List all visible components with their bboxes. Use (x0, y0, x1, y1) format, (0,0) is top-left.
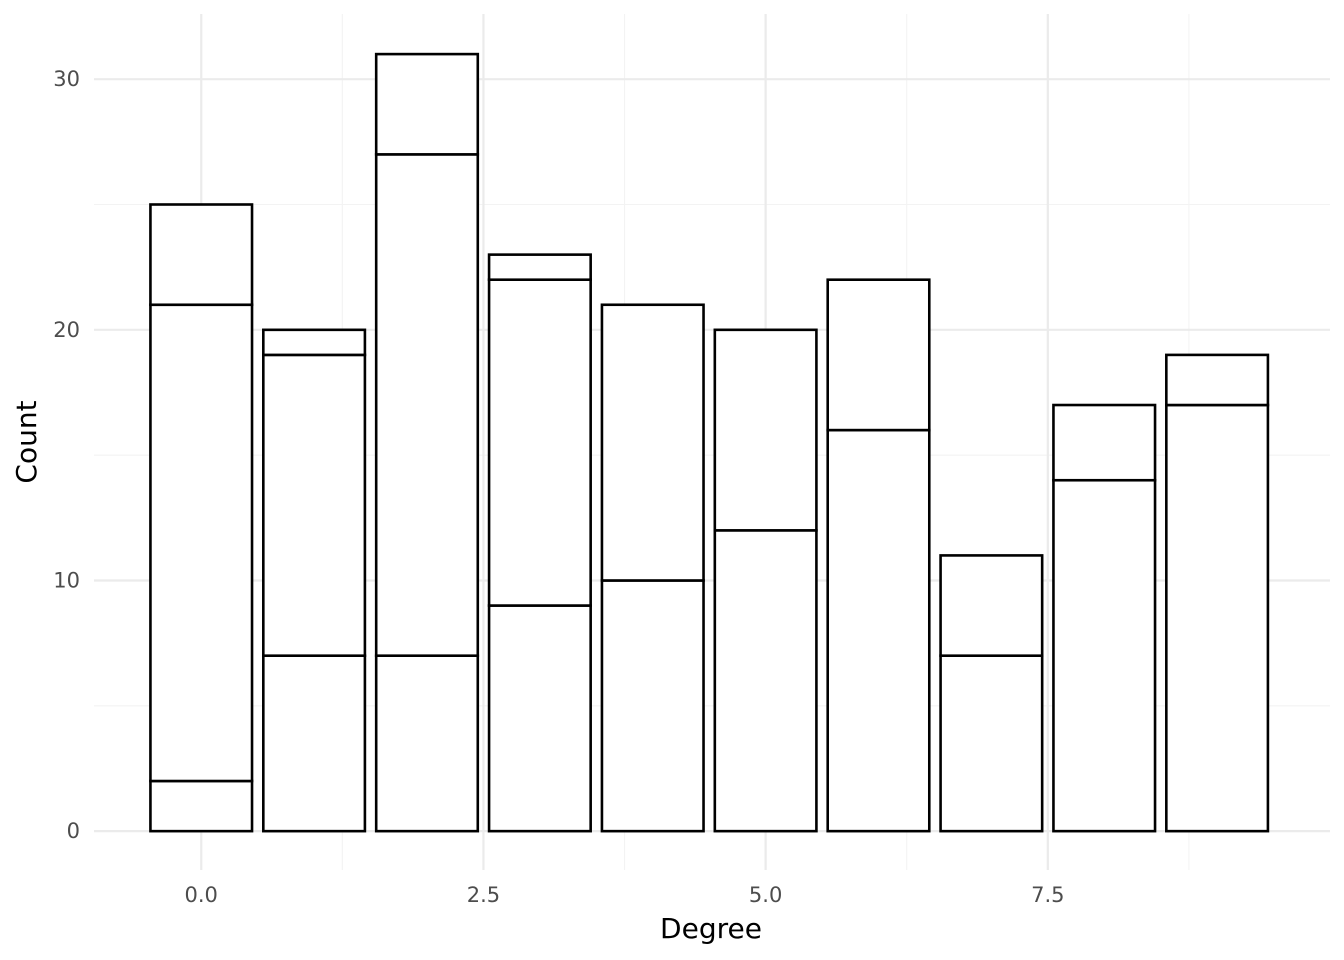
y-axis-title: Count (10, 400, 43, 483)
x-tick-label: 5.0 (749, 883, 782, 907)
bar-segment (262, 353, 367, 657)
bar-segment (1052, 478, 1157, 833)
x-tick-label: 7.5 (1031, 883, 1064, 907)
y-tick-label: 30 (53, 67, 80, 91)
bar-segment (600, 579, 705, 833)
bar-3 (487, 253, 592, 833)
bars (149, 52, 1270, 833)
x-axis-tick-labels: 0.0 2.5 5.0 7.5 (185, 883, 1065, 907)
bar-segment (487, 604, 592, 833)
x-tick-label: 2.5 (467, 883, 500, 907)
bar-segment (149, 203, 254, 307)
bar-5 (713, 328, 818, 833)
bar-segment (487, 278, 592, 607)
bar-segment (487, 253, 592, 281)
x-axis-title: Degree (660, 912, 762, 945)
bar-9 (1165, 353, 1270, 833)
y-tick-label: 0 (67, 819, 80, 843)
y-tick-label: 20 (53, 318, 80, 342)
bar-segment (713, 529, 818, 833)
bar-7 (939, 554, 1044, 833)
bar-0 (149, 203, 254, 833)
bar-8 (1052, 403, 1157, 833)
bar-segment (939, 654, 1044, 833)
bar-segment (262, 328, 367, 357)
bar-segment (713, 328, 818, 532)
bar-segment (1165, 353, 1270, 407)
bar-segment (149, 303, 254, 783)
bar-segment (374, 153, 480, 657)
bar-2 (374, 52, 480, 833)
y-axis-tick-labels: 0 10 20 30 (53, 67, 80, 843)
y-tick-label: 10 (53, 568, 80, 592)
x-tick-label: 0.0 (185, 883, 218, 907)
bar-segment (149, 779, 254, 833)
bar-segment (1165, 403, 1270, 833)
bar-segment (374, 654, 480, 833)
bar-6 (826, 278, 931, 833)
bar-segment (600, 303, 705, 582)
bar-segment (826, 278, 931, 432)
bar-4 (600, 303, 705, 833)
bar-segment (1052, 403, 1157, 482)
bar-segment (826, 428, 931, 833)
bar-segment (374, 52, 480, 156)
bar-1 (262, 328, 367, 833)
bar-segment (262, 654, 367, 833)
bar-segment (939, 554, 1044, 657)
